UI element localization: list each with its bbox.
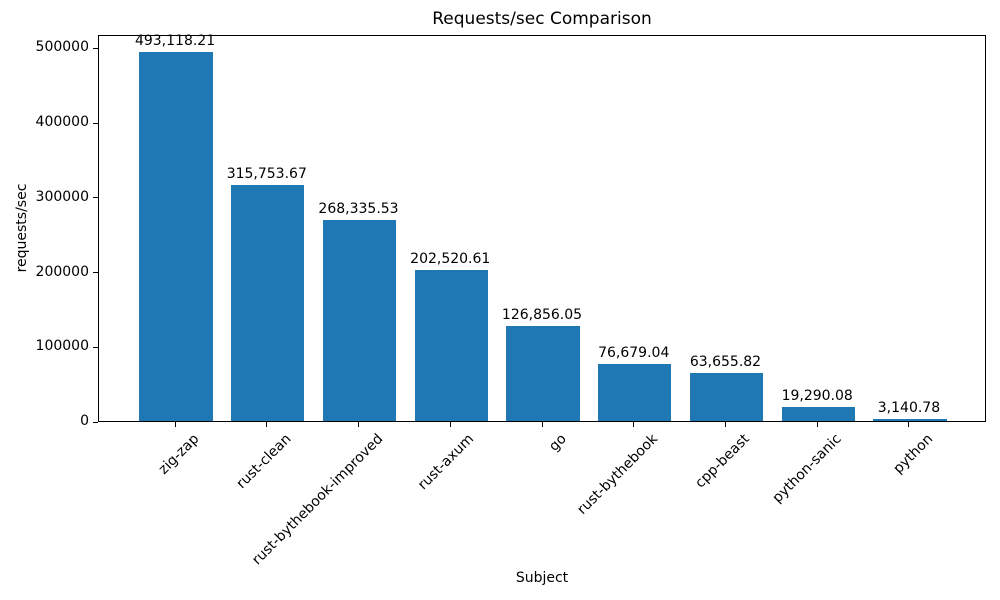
- plot-area: [98, 35, 986, 422]
- y-tick-mark: [93, 346, 98, 348]
- bar: [781, 406, 855, 421]
- x-tick-label: go: [545, 431, 570, 455]
- x-tick-mark: [816, 422, 818, 427]
- bar-value-label: 19,290.08: [781, 387, 853, 404]
- bar: [598, 363, 672, 421]
- x-tick-mark: [174, 422, 176, 427]
- y-tick-mark: [93, 272, 98, 273]
- y-tick-label: 400000: [35, 114, 89, 131]
- x-tick-label: python-sanic: [769, 431, 845, 507]
- x-tick-label: rust-axum: [415, 431, 478, 494]
- bar-value-label: 315,753.67: [226, 165, 307, 182]
- bar: [689, 373, 764, 421]
- bar: [322, 220, 397, 421]
- x-tick-mark: [908, 422, 910, 427]
- x-tick-label: python: [890, 431, 937, 477]
- x-tick-mark: [541, 422, 543, 427]
- bar: [873, 418, 947, 421]
- y-tick-mark: [93, 197, 98, 199]
- bar-value-label: 493,118.21: [134, 33, 216, 50]
- x-tick-mark: [358, 422, 360, 427]
- chart-title: Requests/sec Comparison: [432, 9, 652, 29]
- bar-value-label: 63,655.82: [689, 354, 762, 371]
- x-tick-label: rust-clean: [233, 431, 295, 492]
- y-tick-label: 500000: [35, 39, 89, 56]
- y-axis-label: requests/sec: [14, 183, 30, 273]
- bar: [414, 269, 488, 421]
- x-tick-mark: [266, 422, 268, 427]
- y-tick-mark: [93, 122, 98, 124]
- x-tick-mark: [633, 422, 635, 427]
- bar-value-label: 3,140.78: [877, 399, 941, 416]
- x-tick-mark: [724, 422, 726, 427]
- x-tick-label: zig-zap: [155, 431, 203, 478]
- y-tick-mark: [93, 47, 98, 49]
- x-tick-mark: [449, 422, 451, 427]
- bar-value-label: 202,520.61: [410, 250, 491, 267]
- y-tick-label: 0: [80, 413, 89, 429]
- bar: [231, 185, 305, 421]
- y-tick-label: 200000: [35, 263, 89, 280]
- bar: [139, 52, 213, 421]
- x-tick-label: cpp-beast: [692, 431, 753, 492]
- bar-value-label: 126,856.05: [501, 307, 583, 324]
- y-tick-label: 100000: [35, 338, 89, 355]
- y-tick-label: 300000: [35, 188, 89, 205]
- bar-value-label: 268,335.53: [318, 201, 399, 218]
- y-tick-mark: [93, 421, 98, 423]
- bar-value-label: 76,679.04: [598, 344, 670, 361]
- x-tick-label: rust-bythebook: [574, 431, 662, 518]
- bar: [506, 326, 580, 421]
- x-axis-label: Subject: [515, 570, 569, 586]
